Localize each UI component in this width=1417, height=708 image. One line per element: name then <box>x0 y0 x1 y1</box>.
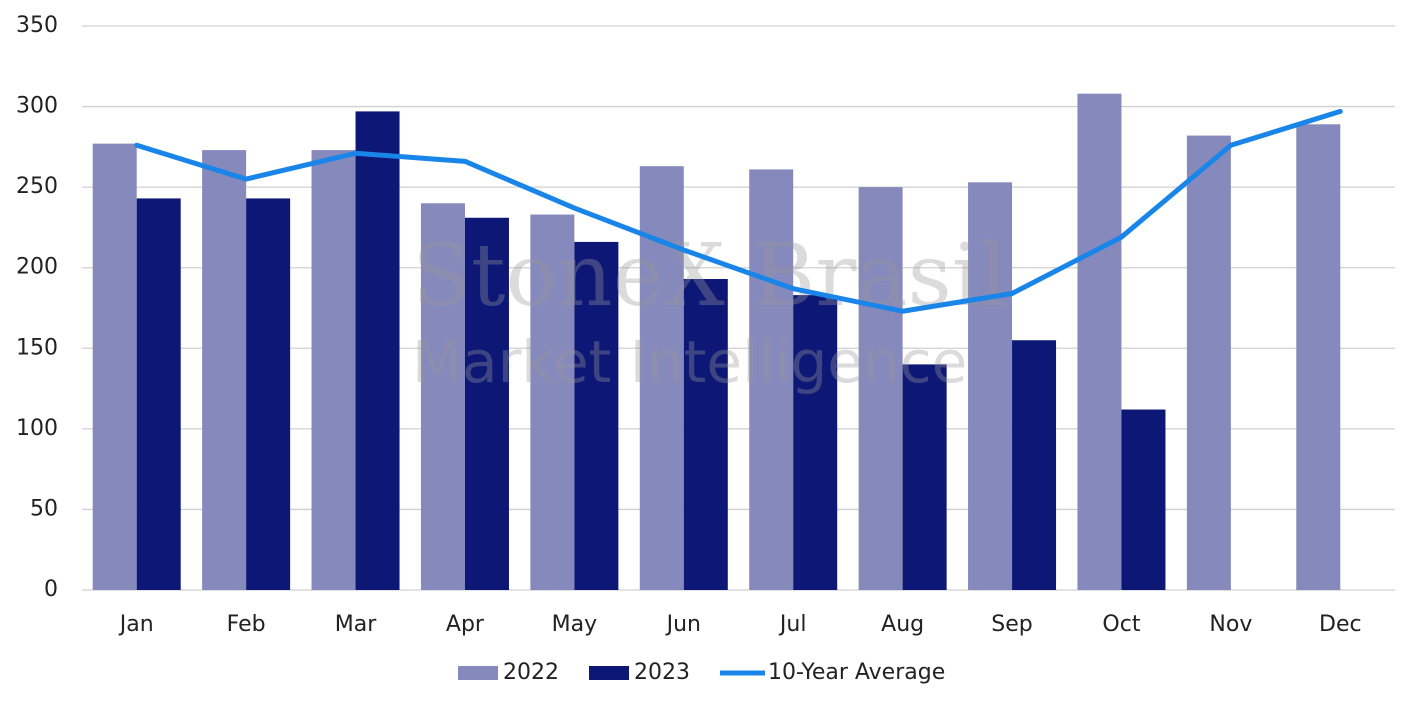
bar <box>136 198 181 590</box>
y-tick-label: 50 <box>30 496 58 521</box>
y-tick-label: 150 <box>16 335 58 360</box>
bar <box>1077 93 1122 591</box>
y-tick-label: 250 <box>16 174 58 199</box>
bar <box>749 169 794 590</box>
bar <box>530 214 575 590</box>
legend-label: 2022 <box>503 660 559 685</box>
y-tick-label: 300 <box>16 94 58 119</box>
bar <box>1012 340 1057 590</box>
x-tick-label: Sep <box>991 612 1032 637</box>
legend-swatch <box>589 666 629 680</box>
x-tick-label: Dec <box>1319 612 1362 637</box>
y-tick-label: 0 <box>44 577 58 602</box>
bar <box>683 278 728 590</box>
bar <box>902 364 947 590</box>
bar <box>574 241 619 590</box>
x-tick-label: Aug <box>881 612 924 637</box>
line <box>134 108 1343 314</box>
legend-label: 2023 <box>634 660 690 685</box>
x-tick-label: Oct <box>1102 612 1140 637</box>
bar <box>858 187 903 590</box>
x-tick-label: Mar <box>335 612 377 637</box>
bar <box>420 203 465 590</box>
bar <box>311 150 356 590</box>
bar <box>464 217 509 590</box>
bar <box>968 182 1013 590</box>
bar <box>202 150 247 590</box>
x-tick-label: Jun <box>665 612 701 637</box>
bar <box>92 143 137 591</box>
y-tick-label: 100 <box>16 416 58 441</box>
x-tick-label: Feb <box>227 612 266 637</box>
y-tick-label: 350 <box>16 13 58 38</box>
legend-label: 10-Year Average <box>768 660 945 685</box>
x-tick-label: Apr <box>446 612 485 637</box>
x-tick-label: Jul <box>778 612 807 637</box>
bar <box>793 295 838 590</box>
bar <box>355 111 400 591</box>
x-tick-label: Nov <box>1209 612 1252 637</box>
y-tick-label: 200 <box>16 255 58 280</box>
bar <box>1296 124 1341 590</box>
watermark: Market Intelligence <box>412 328 967 396</box>
x-tick-label: Jan <box>118 612 154 637</box>
bar <box>1121 409 1166 590</box>
x-tick-label: May <box>552 612 597 637</box>
legend-swatch <box>458 666 498 680</box>
bar <box>246 198 291 590</box>
bar <box>1186 135 1231 590</box>
